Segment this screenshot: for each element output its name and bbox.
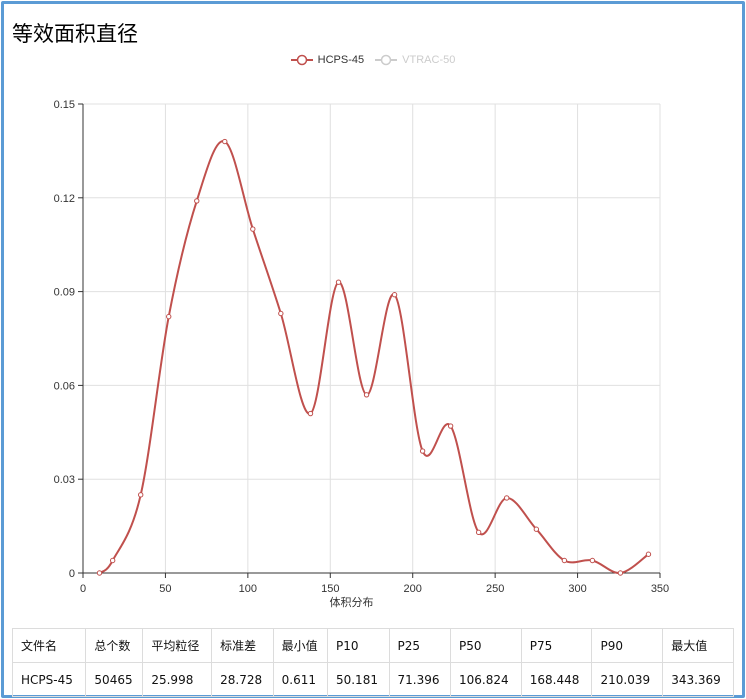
x-tick-label: 200 <box>404 583 422 595</box>
header-cell: 标准差 <box>211 628 274 663</box>
stats-table-header-row: 文件名 总个数 平均粒径 标准差 最小值 P10 P25 P50 P75 P90… <box>11 628 734 663</box>
data-point <box>250 226 256 232</box>
table-cell: 0.611 <box>272 662 328 697</box>
legend-line-circle-icon <box>375 54 398 66</box>
legend-item-0[interactable]: HCPS-45 <box>290 54 365 66</box>
table-cell: 343.369 <box>662 662 734 697</box>
data-point <box>109 557 116 564</box>
table-cell: 25.998 <box>142 662 213 697</box>
data-point <box>307 410 314 417</box>
legend-item-1[interactable]: VTRAC-50 <box>375 54 455 66</box>
stats-table-wrapper: 文件名 总个数 平均粒径 标准差 最小值 P10 P25 P50 P75 P90… <box>11 628 734 697</box>
header-cell: 平均粒径 <box>142 628 213 663</box>
header-cell: 文件名 <box>11 628 87 663</box>
data-point <box>166 313 172 320</box>
x-tick-label: 50 <box>159 583 171 595</box>
x-axis-label: 体积分布 <box>330 595 374 609</box>
data-point <box>222 138 228 145</box>
table-cell: 106.824 <box>450 662 522 697</box>
table-cell: 168.448 <box>520 662 593 697</box>
legend-line-circle-icon <box>290 54 313 66</box>
table-cell: HCPS-45 <box>11 662 87 697</box>
header-cell: P10 <box>326 628 390 663</box>
y-tick-label: 0.03 <box>54 474 75 486</box>
x-tick-label: 250 <box>486 583 504 595</box>
header-cell: P50 <box>450 628 522 663</box>
data-point <box>533 526 540 532</box>
data-point <box>589 557 596 564</box>
table-cell: 210.039 <box>591 662 664 697</box>
table-cell: 28.728 <box>211 662 274 697</box>
chart-legend: HCPS-45 VTRAC-50 <box>4 54 742 69</box>
data-point <box>645 551 652 557</box>
data-point <box>96 570 103 576</box>
header-cell: 最小值 <box>272 628 328 663</box>
header-cell: 总个数 <box>85 628 144 663</box>
y-tick-label: 0 <box>69 568 75 580</box>
legend-label-1: VTRAC-50 <box>402 54 456 66</box>
x-tick-label: 350 <box>651 583 669 595</box>
data-point <box>503 495 510 501</box>
data-point <box>194 198 200 204</box>
y-tick-label: 0.12 <box>54 193 75 205</box>
table-cell: 50.181 <box>326 662 390 697</box>
data-point <box>447 423 454 429</box>
y-tick-label: 0.09 <box>54 287 75 299</box>
line-chart: 0 50 100 150 200 250 300 350 0 0.03 0.06 0.09 0.12 0.… <box>54 99 670 609</box>
data-point <box>335 279 342 285</box>
y-tick-label: 0.15 <box>54 99 75 111</box>
x-tick-label: 150 <box>321 583 339 595</box>
x-tick-label: 300 <box>568 583 586 595</box>
page-title: 等效面积直径 <box>12 22 138 46</box>
data-point <box>391 292 398 298</box>
data-point <box>138 492 144 498</box>
table-cell: 71.396 <box>388 662 452 697</box>
series-line-0 <box>98 140 650 575</box>
data-point <box>561 557 568 564</box>
header-cell: P75 <box>520 628 593 663</box>
data-point <box>363 392 370 398</box>
y-tick-label: 0.06 <box>54 380 75 392</box>
x-tick-label: 100 <box>239 583 257 595</box>
header-cell: P90 <box>591 628 664 663</box>
table-row: HCPS-45 50465 25.998 28.728 0.611 50.181… <box>11 662 734 697</box>
header-cell: 最大值 <box>662 628 734 663</box>
data-point <box>419 448 426 454</box>
table-cell: 50465 <box>85 662 144 697</box>
header-cell: P25 <box>388 628 452 663</box>
stats-table: 文件名 总个数 平均粒径 标准差 最小值 P10 P25 P50 P75 P90… <box>11 628 734 697</box>
legend-label-0: HCPS-45 <box>317 54 365 66</box>
x-tick-label: 0 <box>80 583 86 595</box>
data-point <box>278 310 284 317</box>
data-point <box>617 570 624 576</box>
data-point <box>475 529 482 536</box>
